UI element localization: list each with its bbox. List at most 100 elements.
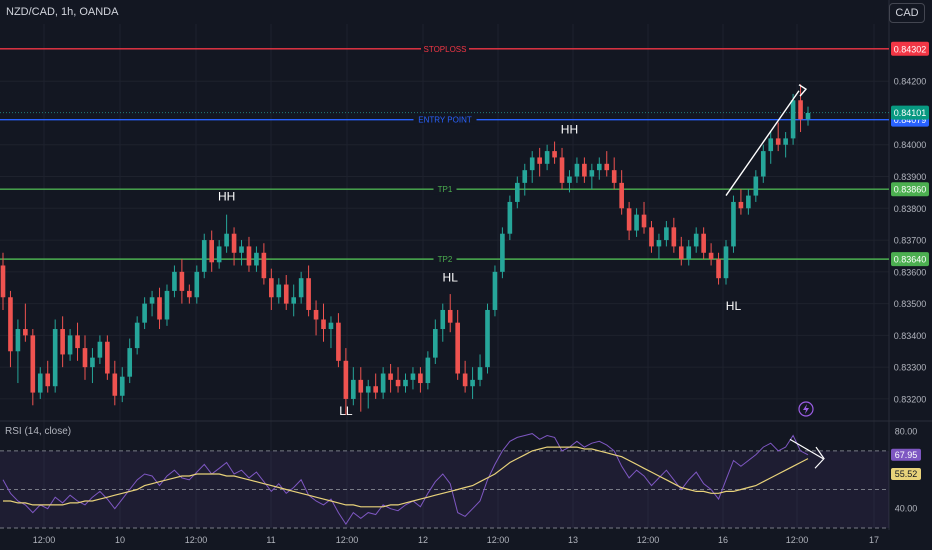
candle-body	[179, 271, 185, 291]
candle-body	[522, 170, 528, 183]
y-tick-label: 0.83200	[894, 394, 927, 404]
rsi-ma-text: 55.52	[895, 469, 918, 479]
candle-body	[492, 271, 498, 310]
candle-body	[15, 329, 21, 352]
candle-body	[231, 233, 237, 253]
level-label: ENTRY POINT	[418, 116, 472, 125]
candle-body	[559, 157, 565, 183]
candle-body	[172, 271, 177, 291]
rsi-line	[2, 433, 809, 526]
time-axis: 12:00 10 12:00 11 12:00 12 12:00 13 12:00 16 12:00…	[33, 535, 879, 545]
rsi-tick-label: 80.00	[895, 427, 918, 437]
rsi-label: RSI (14, close)	[5, 426, 72, 437]
currency-button[interactable]: CAD	[889, 3, 925, 23]
x-tick-label: 12:00	[637, 535, 660, 545]
price-axis: 0.84302 0.84079 0.83860 0.83640 0.84101 0.842…	[891, 41, 929, 514]
candle-body	[82, 348, 88, 368]
rsi-value-text: 67.95	[895, 450, 918, 460]
candle-body	[567, 176, 572, 183]
candle-body	[805, 112, 811, 120]
candle-body	[45, 373, 51, 387]
rsi-ma-tag	[891, 468, 921, 481]
candle-body	[708, 252, 714, 260]
candle-body	[112, 373, 118, 396]
candle-body	[485, 309, 490, 368]
candle-body	[149, 297, 155, 304]
candle-body	[164, 290, 170, 320]
last-price-text: 0.84101	[894, 108, 927, 118]
rsi-arrow	[789, 438, 824, 460]
level-price-text: 0.83860	[894, 185, 927, 195]
candle-body	[67, 335, 73, 355]
candle-body	[187, 290, 192, 298]
candle-body	[343, 360, 349, 399]
x-tick-label: 10	[115, 535, 125, 545]
candle-body	[462, 373, 468, 387]
x-tick-label: 12:00	[487, 535, 510, 545]
rsi-tick-label: 40.00	[895, 504, 918, 514]
candle-body	[201, 240, 207, 272]
candle-body	[134, 322, 140, 349]
candle-body	[90, 357, 95, 368]
level-price-tag	[891, 252, 929, 267]
last-price-tag	[891, 105, 929, 120]
candle-body	[283, 284, 289, 304]
x-tick-label: 12	[418, 535, 428, 545]
candle-body	[328, 322, 334, 330]
chart-grid	[0, 0, 932, 530]
candle-body	[641, 214, 647, 228]
candle-body	[447, 309, 453, 323]
candle-body	[157, 297, 162, 320]
candle-body	[626, 208, 632, 231]
candle-body	[529, 157, 535, 171]
candle-body	[537, 157, 542, 164]
level-label-bg	[413, 114, 477, 125]
level-label: TP1	[438, 185, 453, 194]
y-tick-label: 0.83300	[894, 363, 927, 373]
candle-body	[723, 246, 729, 279]
candle-body	[634, 214, 639, 231]
level-label: TP2	[438, 255, 453, 264]
candle-body	[351, 379, 356, 399]
candle-body	[60, 329, 65, 355]
candle-body	[440, 309, 446, 330]
candle-body	[574, 163, 580, 177]
candle-body	[433, 329, 438, 358]
candle-body	[589, 170, 595, 177]
rsi-value-tag	[891, 448, 921, 461]
lightning-icon[interactable]	[798, 401, 814, 417]
candle-body	[119, 376, 125, 396]
candle-body	[753, 176, 759, 196]
price-levels: STOPLOSS ENTRY POINT TP1 TP2	[0, 43, 889, 265]
x-tick-label: 17	[869, 535, 879, 545]
candle-body	[656, 240, 662, 247]
x-tick-label: 13	[568, 535, 578, 545]
candle-body	[470, 379, 475, 387]
candle-body	[775, 138, 781, 145]
candle-body	[313, 309, 319, 320]
candle-body	[760, 151, 766, 177]
candle-body	[216, 246, 222, 263]
candle-body	[746, 195, 751, 209]
candle-body	[604, 163, 610, 171]
trend-arrow	[725, 90, 800, 196]
candle-body	[783, 138, 788, 145]
swing-label: HH	[561, 123, 578, 137]
candle-body	[693, 233, 699, 247]
rsi-pane	[0, 433, 889, 529]
candle-body	[671, 227, 677, 247]
rsi-ma-line	[3, 446, 809, 508]
candle-body	[403, 379, 408, 387]
candle-body	[701, 233, 706, 253]
symbol-title: NZD/CAD, 1h, OANDA	[6, 6, 119, 18]
candle-body	[611, 170, 617, 183]
swing-label: LL	[339, 404, 353, 418]
candle-body	[410, 373, 416, 380]
level-price-text: 0.84302	[894, 44, 927, 54]
x-tick-label: 11	[266, 535, 275, 545]
candle-body	[596, 163, 602, 171]
candle-body	[105, 341, 110, 374]
x-tick-label: 16	[718, 535, 728, 545]
